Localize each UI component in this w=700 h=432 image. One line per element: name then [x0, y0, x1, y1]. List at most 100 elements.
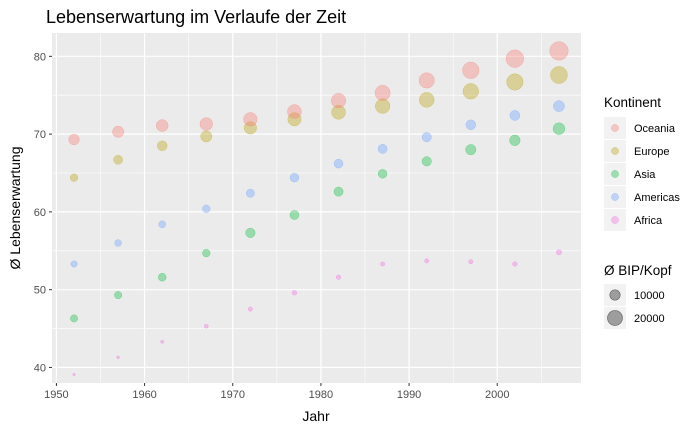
data-point-africa [468, 259, 474, 265]
legend-key-asia [604, 163, 626, 185]
data-point-americas [289, 172, 300, 183]
grid-major [52, 33, 581, 383]
x-axis-title: Jahr [302, 408, 330, 424]
x-tick-label: 1990 [397, 389, 421, 401]
y-tick-label: 40 [34, 362, 46, 374]
grid-minor [52, 33, 581, 383]
legend-label-oceania: Oceania [634, 123, 676, 135]
data-point-europe [331, 105, 346, 120]
legend-swatch-europe [611, 147, 619, 155]
data-point-africa [72, 372, 76, 376]
data-point-americas [70, 260, 78, 268]
y-tick-label: 50 [34, 285, 46, 297]
chart-title: Lebenserwartung im Verlaufe der Zeit [46, 7, 346, 27]
data-point-europe [418, 92, 435, 108]
y-tick-label: 60 [34, 207, 46, 219]
data-point-europe [550, 66, 568, 84]
data-point-asia [245, 227, 256, 238]
legend-bip-title: Ø BIP/Kopf [604, 263, 672, 278]
data-point-africa [556, 249, 562, 256]
legend-label-asia: Asia [634, 169, 656, 181]
y-axis: 40 50 60 70 80 [34, 51, 52, 374]
legend-label-europe: Europe [634, 146, 669, 158]
legend-size-label: 10000 [634, 290, 665, 302]
legend-swatch-oceania [611, 124, 619, 132]
legend-swatch-asia [611, 170, 619, 178]
data-point-oceania [331, 93, 347, 109]
data-point-europe [375, 98, 391, 114]
y-tick-label: 70 [34, 129, 46, 141]
y-axis-title: Ø Lebenserwartung [7, 147, 23, 270]
data-point-americas [553, 100, 565, 112]
data-point-asia [377, 169, 388, 179]
legend-key-africa [604, 209, 626, 231]
legend-label-americas: Americas [634, 192, 680, 204]
data-point-africa [380, 261, 386, 267]
plot-panel [52, 33, 581, 383]
legend-size-key [604, 284, 626, 306]
legend-key-europe [604, 140, 626, 162]
x-tick-label: 1960 [132, 389, 156, 401]
data-point-americas [202, 204, 211, 213]
x-tick-label: 1950 [44, 389, 68, 401]
data-point-americas [333, 158, 344, 169]
legend-swatch-africa [611, 216, 619, 224]
x-tick-label: 2000 [485, 389, 509, 401]
data-point-asia [552, 122, 566, 135]
data-point-oceania [505, 49, 524, 68]
data-point-oceania [549, 41, 569, 61]
data-point-asia [157, 273, 167, 282]
x-tick-label: 1970 [220, 389, 244, 401]
data-point-europe [69, 173, 79, 182]
data-point-oceania [156, 119, 169, 132]
data-points [68, 41, 569, 376]
data-point-asia [509, 134, 521, 146]
data-point-oceania [287, 104, 302, 119]
data-point-africa [204, 323, 209, 329]
x-tick-label: 1980 [309, 389, 333, 401]
data-point-americas [377, 144, 388, 154]
data-point-americas [465, 119, 476, 130]
data-point-asia [202, 249, 211, 258]
legend-size-swatch [609, 289, 621, 301]
data-point-europe [287, 112, 302, 127]
data-point-oceania [243, 112, 258, 127]
data-point-oceania [199, 117, 213, 131]
data-point-americas [114, 239, 122, 247]
legend-label-africa: Africa [634, 215, 663, 227]
data-point-asia [289, 210, 300, 220]
data-point-oceania [418, 72, 435, 89]
data-point-americas [245, 188, 255, 198]
data-point-americas [158, 220, 166, 229]
data-point-europe [243, 121, 257, 135]
data-point-europe [462, 83, 479, 100]
data-point-asia [465, 144, 477, 156]
data-point-africa [512, 261, 518, 267]
data-point-europe [157, 140, 168, 151]
y-tick-label: 80 [34, 51, 46, 63]
data-point-africa [116, 355, 120, 359]
data-point-africa [247, 306, 253, 312]
data-point-africa [336, 274, 342, 280]
data-point-asia [333, 186, 344, 197]
legend-kontinent-title: Kontinent [604, 95, 661, 110]
legend-key-oceania [604, 117, 626, 139]
data-point-europe [506, 73, 524, 91]
data-point-europe [113, 154, 123, 165]
legend-key-americas [604, 186, 626, 208]
legend-bip: Ø BIP/Kopf 10000 20000 [604, 263, 672, 329]
legend-size-label: 20000 [634, 313, 665, 325]
data-point-americas [509, 110, 521, 121]
data-point-oceania [112, 125, 125, 138]
legend-swatch-americas [611, 193, 619, 201]
data-point-oceania [374, 85, 391, 101]
data-point-asia [421, 156, 432, 167]
x-axis: 1950 1960 1970 1980 1990 2000 [44, 383, 509, 401]
legend-size-swatch [607, 310, 623, 326]
data-point-oceania [462, 61, 480, 79]
data-point-africa [160, 339, 165, 344]
data-point-asia [114, 291, 123, 300]
data-point-americas [421, 132, 432, 143]
data-point-asia [70, 314, 78, 323]
